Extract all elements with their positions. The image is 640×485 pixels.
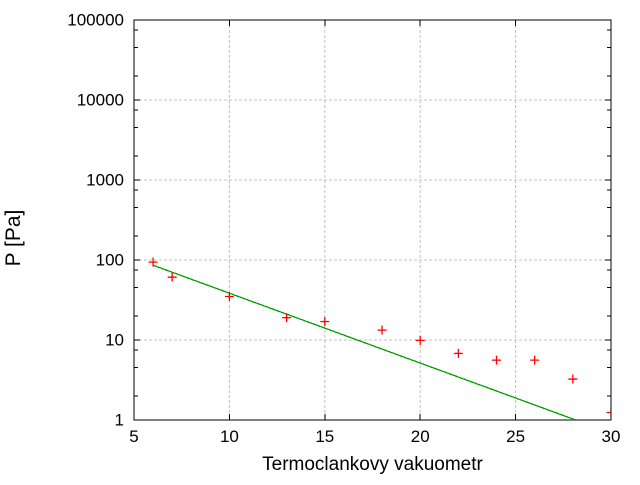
svg-text:30: 30 <box>602 427 621 446</box>
svg-text:100000: 100000 <box>67 11 124 30</box>
svg-text:10: 10 <box>105 331 124 350</box>
svg-text:20: 20 <box>411 427 430 446</box>
svg-text:10000: 10000 <box>77 91 124 110</box>
svg-text:1: 1 <box>115 411 124 430</box>
svg-text:25: 25 <box>506 427 525 446</box>
svg-text:10: 10 <box>220 427 239 446</box>
svg-text:100: 100 <box>96 251 124 270</box>
svg-text:5: 5 <box>129 427 138 446</box>
svg-text:15: 15 <box>315 427 334 446</box>
svg-text:1000: 1000 <box>86 171 124 190</box>
